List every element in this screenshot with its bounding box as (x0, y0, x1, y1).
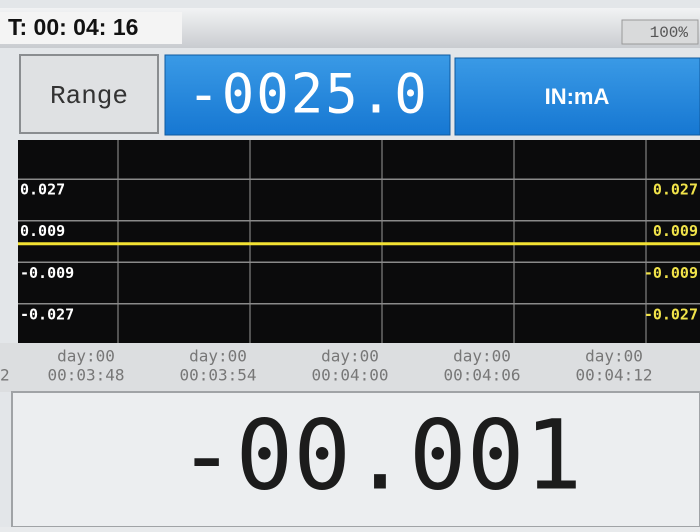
x-label-time: 00:04:06 (443, 366, 520, 385)
y-tick-label-right: 0.027 (653, 181, 698, 199)
y-tick-label-left: 0.009 (20, 222, 65, 240)
x-label-day: day:00 (57, 347, 115, 366)
x-label-time: 00:04:00 (311, 366, 388, 385)
page: T: 00: 04: 16 100% Range -0025.0 IN:mA 0… (0, 0, 700, 527)
x-label-partial: 2 (0, 366, 10, 385)
x-label-day: day:00 (189, 347, 247, 366)
x-label-time: 00:04:12 (575, 366, 652, 385)
y-tick-label-right: -0.009 (644, 264, 698, 282)
x-label-day: day:00 (453, 347, 511, 366)
x-label-time: 00:03:48 (47, 366, 124, 385)
y-tick-label-right: -0.027 (644, 305, 698, 323)
y-tick-label-right: 0.009 (653, 222, 698, 240)
y-tick-label-left: 0.027 (20, 181, 65, 199)
chart-area (18, 140, 700, 343)
x-label-day: day:00 (321, 347, 379, 366)
range-label[interactable]: Range (50, 81, 128, 111)
x-label-day: day:00 (585, 347, 643, 366)
y-tick-label-left: -0.009 (20, 264, 74, 282)
device-screen: T: 00: 04: 16 100% Range -0025.0 IN:mA 0… (0, 0, 700, 527)
readout-value: -00.001 (178, 399, 583, 511)
mode[interactable]: IN:mA (545, 84, 610, 109)
y-tick-label-left: -0.027 (20, 305, 74, 323)
battery: 100% (650, 24, 689, 42)
timer: T: 00: 04: 16 (8, 14, 138, 40)
display-value: -0025.0 (187, 63, 429, 126)
x-label-time: 00:03:54 (179, 366, 256, 385)
